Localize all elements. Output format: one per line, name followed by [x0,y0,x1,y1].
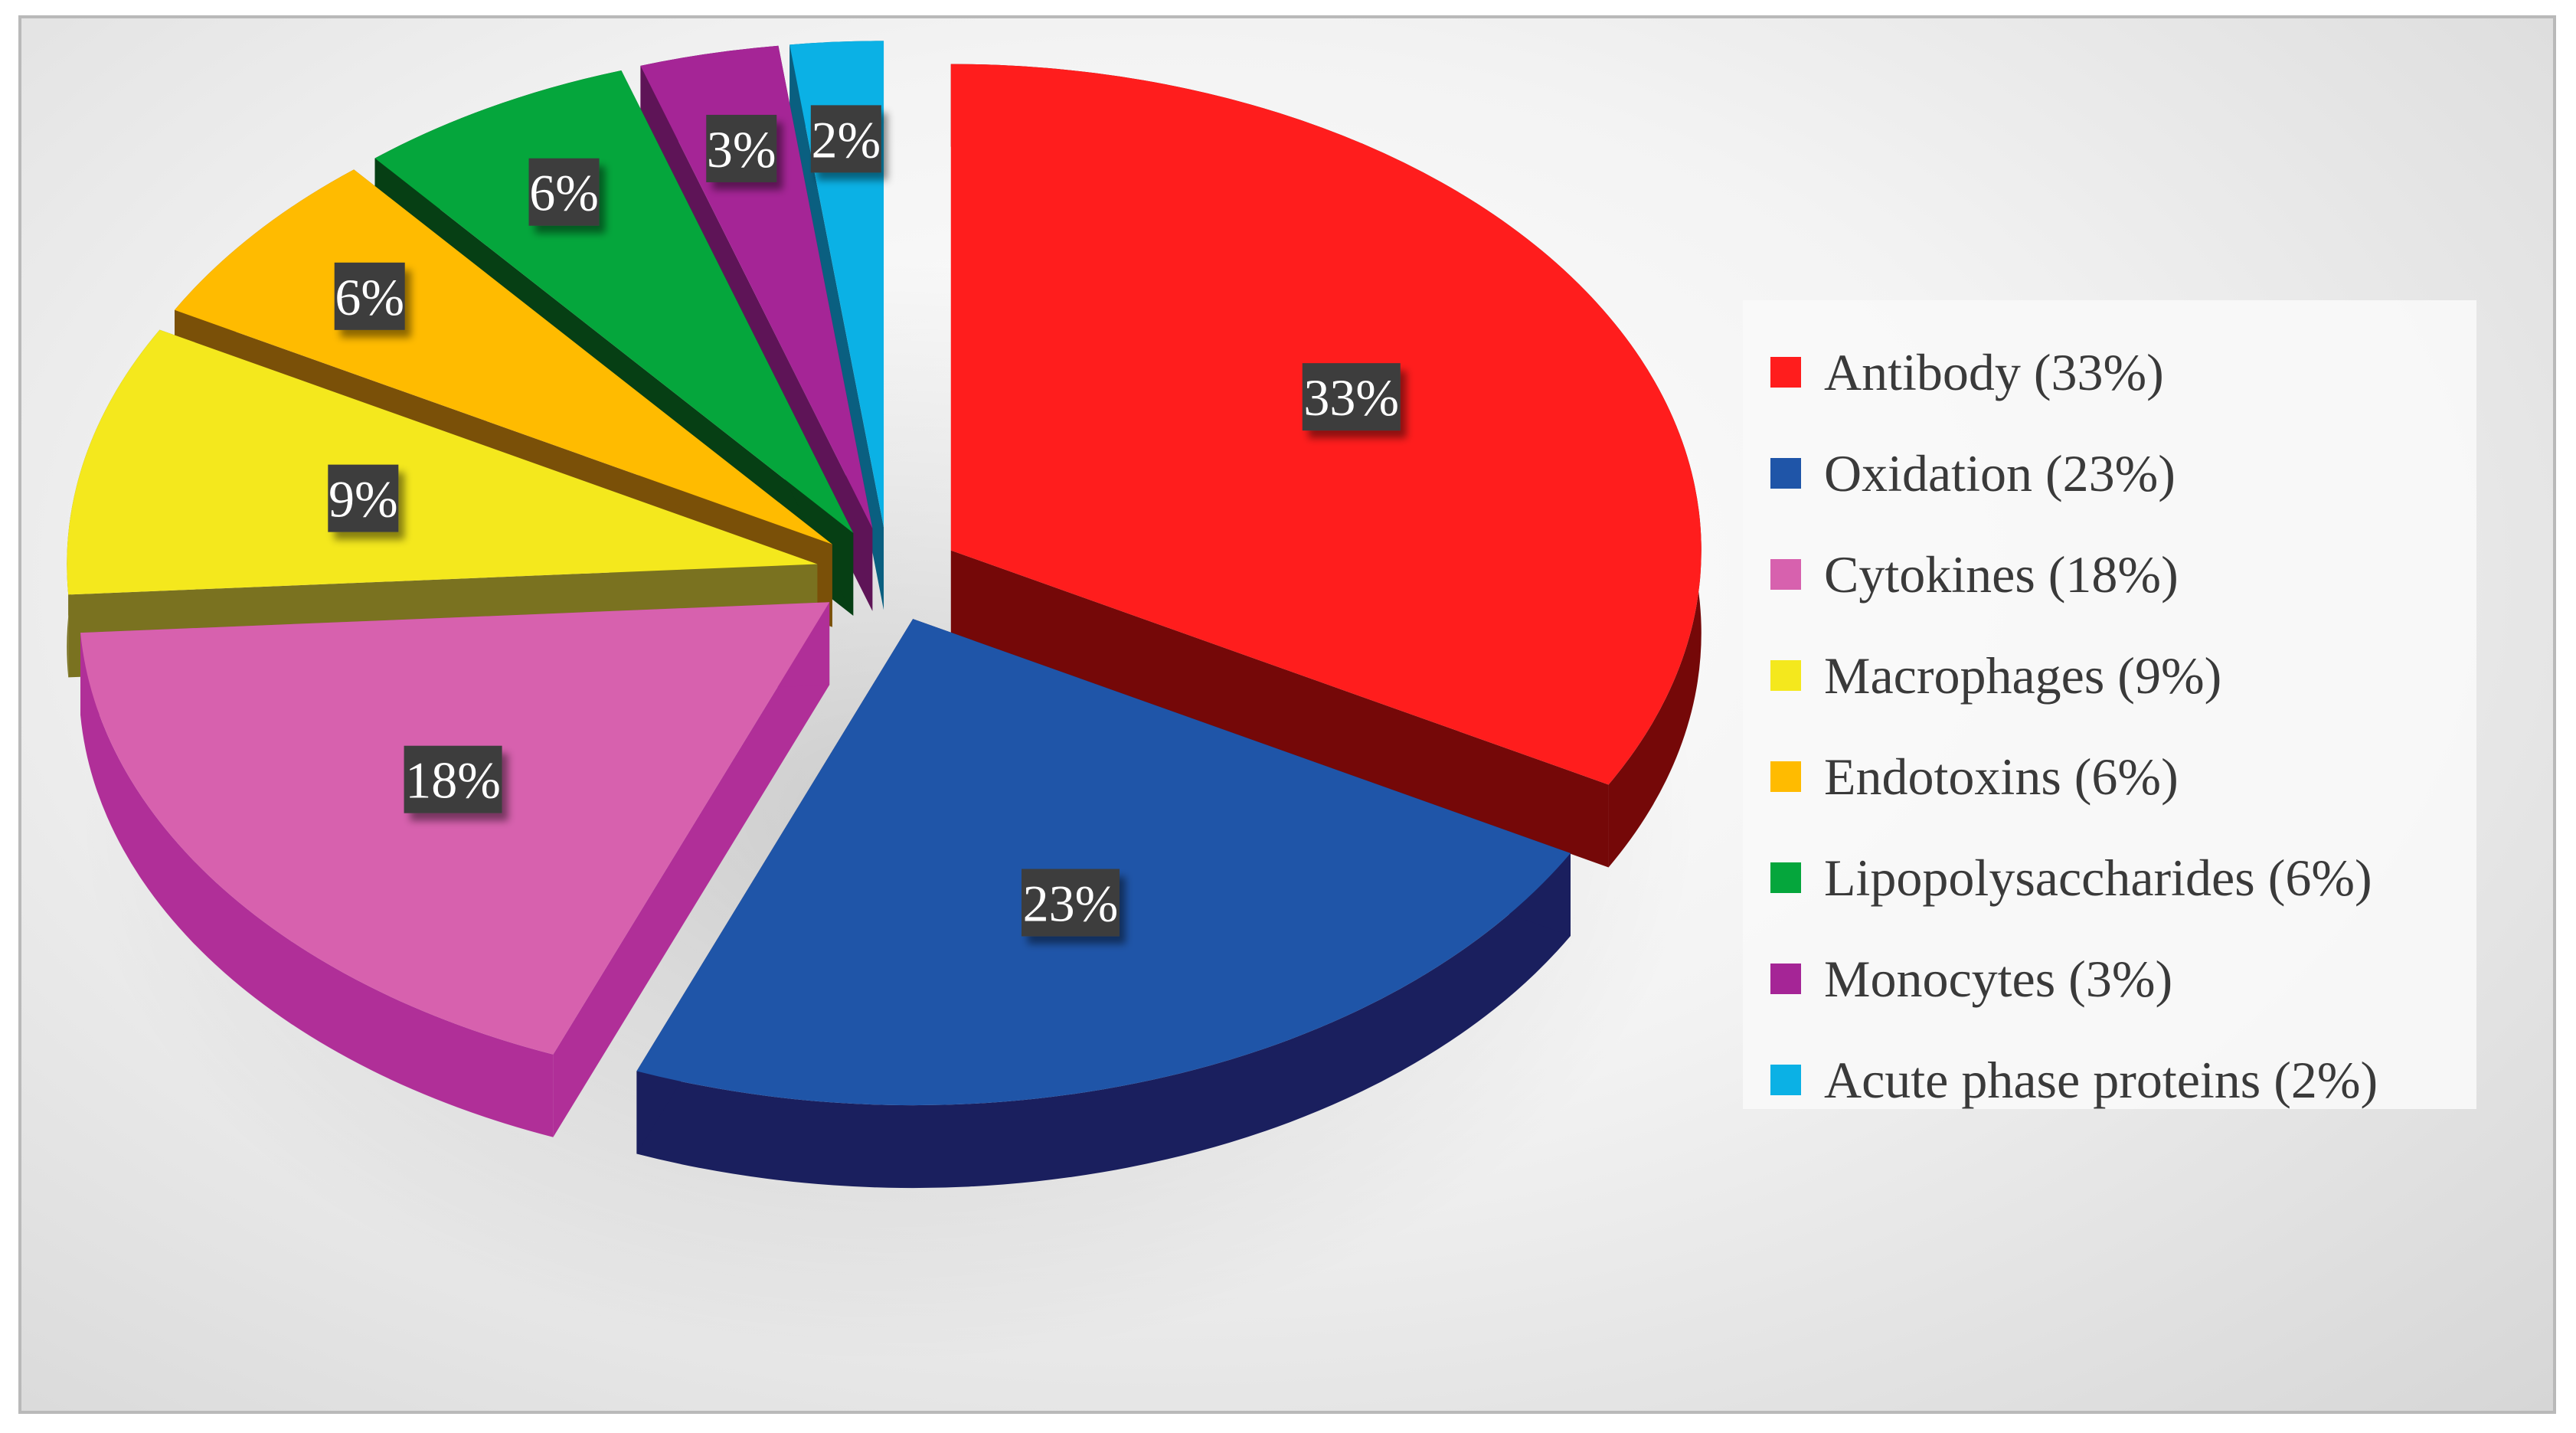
legend-item-macrophages: Macrophages (9%) [1770,625,2476,726]
legend-item-lipopolysaccharides: Lipopolysaccharides (6%) [1770,827,2476,928]
data-label-lipopolysaccharides: 6% [528,158,600,226]
legend-item-endotoxins: Endotoxins (6%) [1770,726,2476,827]
data-label-background [334,262,405,330]
legend: Antibody (33%) Oxidation (23%) Cytokines (… [1743,300,2476,1109]
data-label-background [1021,869,1120,937]
data-label-macrophages: 9% [328,464,399,532]
legend-swatch [1770,660,1801,691]
data-label-background [1302,363,1401,431]
legend-item-antibody: Antibody (33%) [1770,322,2476,423]
legend-swatch [1770,1065,1801,1095]
legend-label: Acute phase proteins (2%) [1824,1050,2378,1109]
legend-label: Antibody (33%) [1824,342,2164,401]
legend-swatch [1770,862,1801,893]
data-label-text: 9% [329,470,398,528]
data-label-monocytes: 3% [706,114,777,182]
pie-slice-monocytes [640,45,873,528]
legend-label: Lipopolysaccharides (6%) [1824,848,2372,907]
pie-slice-oxidation [636,619,1571,1106]
legend-label: Endotoxins (6%) [1824,747,2179,806]
data-label-text: 3% [707,120,776,178]
data-label-antibody: 33% [1302,363,1401,431]
legend-label: Macrophages (9%) [1824,646,2222,705]
legend-item-cytokines: Cytokines (18%) [1770,524,2476,625]
data-label-text: 6% [529,164,599,222]
pie-side-cytokines [80,633,554,1137]
legend-swatch [1770,964,1801,994]
data-label-background [528,158,600,226]
data-label-text: 6% [335,268,404,326]
data-label-oxidation: 23% [1021,869,1120,937]
data-label-endotoxins: 6% [334,262,405,330]
data-label-background [404,745,502,813]
data-label-background [706,114,777,182]
data-label-acute-phase-proteins: 2% [810,105,881,173]
pie-cut-face-antibody-1 [950,550,1609,868]
legend-item-monocytes: Monocytes (3%) [1770,928,2476,1029]
pie-slice-lipopolysaccharides [374,70,854,533]
data-label-background [328,464,399,532]
data-label-text: 18% [405,751,501,810]
legend-label: Oxidation (23%) [1824,443,2176,502]
legend-swatch [1770,357,1801,388]
pie-cut-face-cytokines-0 [553,602,830,1137]
legend-swatch [1770,559,1801,590]
legend-item-oxidation: Oxidation (23%) [1770,423,2476,524]
legend-swatch [1770,458,1801,489]
legend-label: Monocytes (3%) [1824,949,2173,1008]
data-label-text: 33% [1303,368,1399,427]
pie-slice-macrophages [67,329,818,595]
data-label-background [810,105,881,173]
data-label-cytokines: 18% [404,745,502,813]
legend-swatch [1770,761,1801,792]
data-label-text: 23% [1023,875,1119,933]
data-label-text: 2% [811,110,881,168]
legend-item-acute-phase-proteins: Acute phase proteins (2%) [1770,1029,2476,1130]
pie-side-oxidation [636,853,1571,1189]
pie-slice-cytokines [80,602,830,1055]
legend-label: Cytokines (18%) [1824,545,2179,604]
